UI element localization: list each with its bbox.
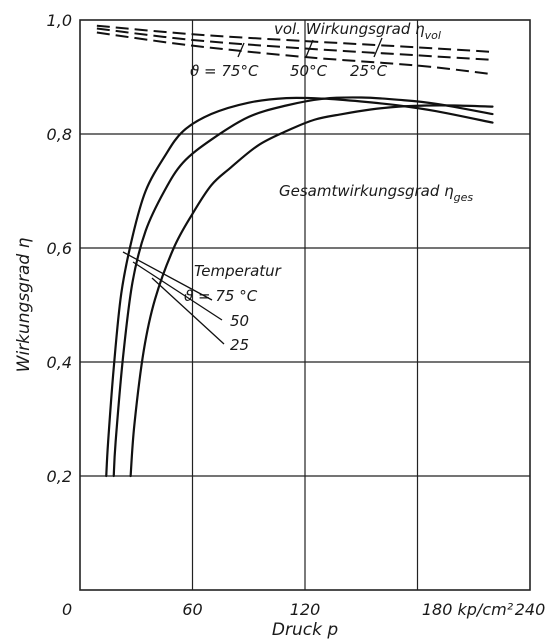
y-tick-label: 0,8 <box>47 125 72 144</box>
vol-efficiency-line-1 <box>96 27 493 61</box>
y-axis-label: Wirkungsgrad η <box>14 237 34 372</box>
ges-label: Gesamtwirkungsgrad ηges <box>279 182 473 204</box>
plot-frame <box>79 19 531 591</box>
vol-leaders <box>237 37 383 58</box>
vol-label: vol. Wirkungsgrad ηvol <box>274 20 441 42</box>
x-tick-label: 60 <box>182 600 202 619</box>
tick-labels: 0 60 120 180 kp/cm² 240 0,2 0,4 0,6 0,8 1,0 <box>47 11 546 619</box>
temp-label-25: 25 <box>230 336 249 354</box>
grid <box>80 20 530 590</box>
y-tick-label: 1,0 <box>47 11 72 30</box>
x-tick-label: 120 <box>290 600 321 619</box>
y-tick-label: 0,4 <box>47 353 72 372</box>
x-tick-label: 180 kp/cm² <box>422 600 514 619</box>
series-lines <box>96 24 494 478</box>
vol-efficiency-line-0 <box>96 24 493 53</box>
y-tick-label: 0,6 <box>47 239 72 258</box>
vol-temp-50: 50°C <box>290 62 328 80</box>
vol-efficiency-line-2 <box>96 31 493 76</box>
total-efficiency-line-5 <box>129 104 494 478</box>
temp-label-75: ϑ = 75 °C <box>184 287 258 305</box>
vol-temp-25: 25°C <box>350 62 388 80</box>
total-efficiency-line-3 <box>105 96 494 478</box>
vol-temp-75: ϑ = 75°C <box>190 62 259 80</box>
x-tick-label: 240 <box>515 600 546 619</box>
temp-title: Temperatur <box>194 262 282 280</box>
y-tick-label: 0,2 <box>47 467 72 486</box>
x-axis-label: Druck p <box>272 620 338 640</box>
temp-label-50: 50 <box>230 312 249 330</box>
total-efficiency-line-4 <box>112 96 494 478</box>
x-tick-label: 0 <box>62 600 72 619</box>
temp-leaders <box>122 251 225 345</box>
